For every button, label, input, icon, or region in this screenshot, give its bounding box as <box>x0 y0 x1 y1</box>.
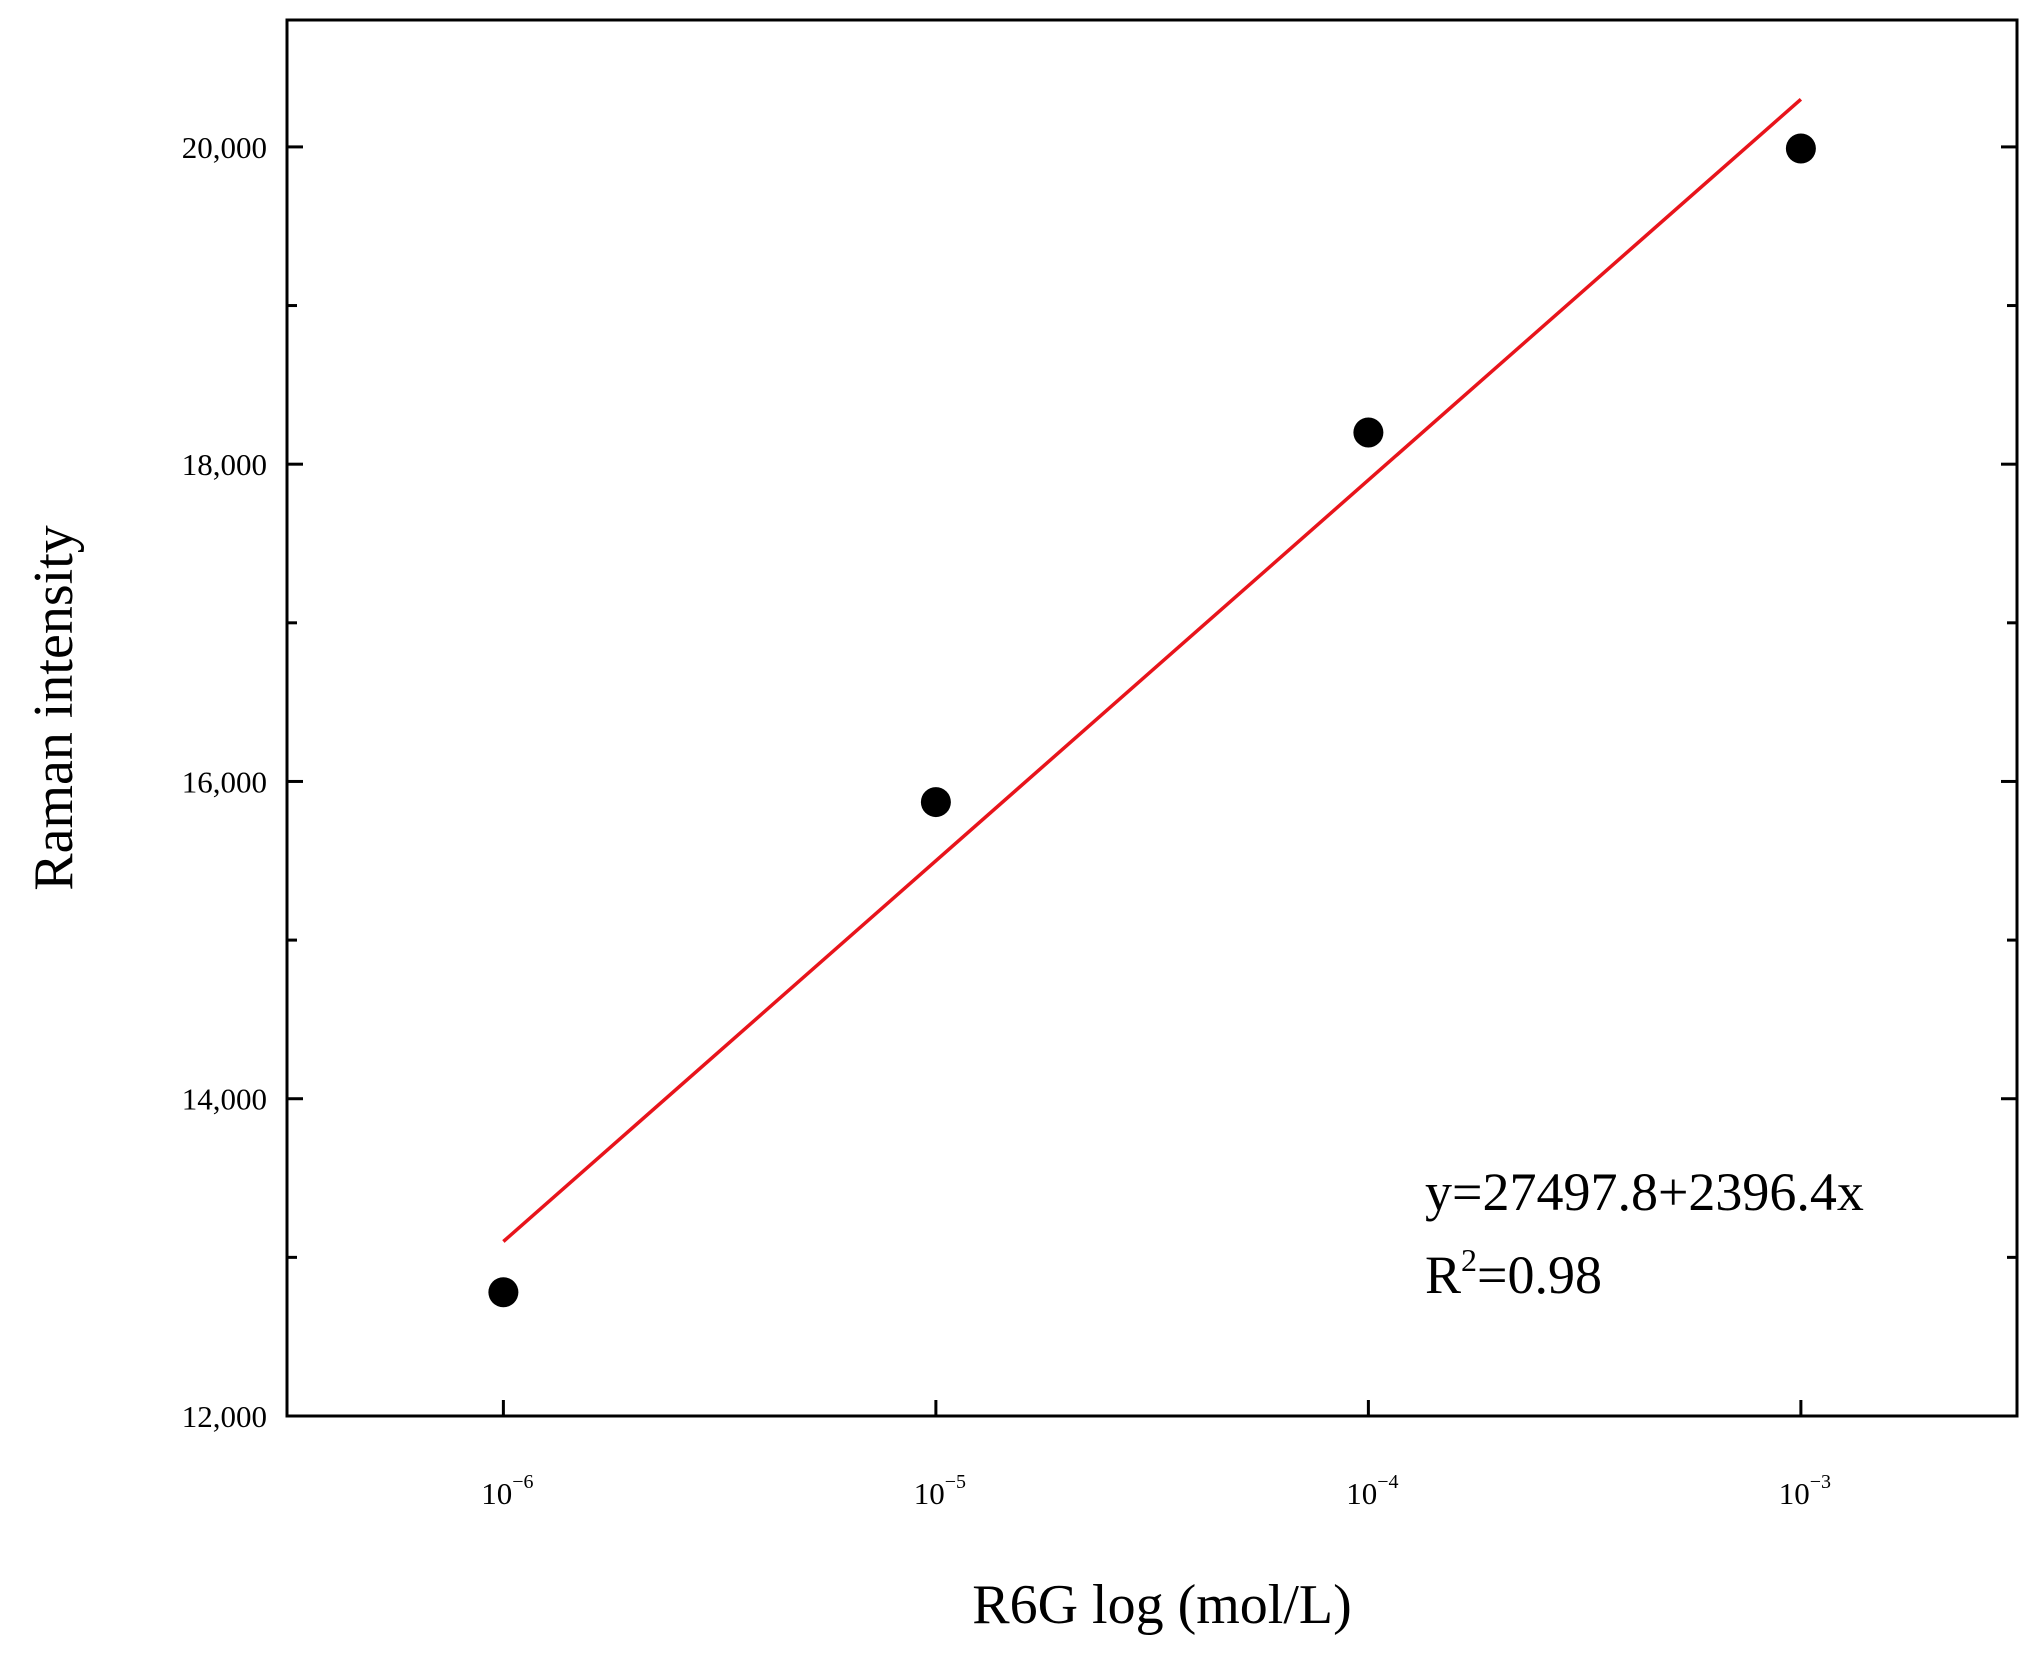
regression-line <box>502 98 1803 1243</box>
r-squared-label: R2=0.98 <box>1425 1242 1602 1305</box>
x-tick-label: 10−4 <box>1346 1471 1398 1511</box>
plot-frame <box>285 18 2019 1418</box>
x-tick-base: 10 <box>481 1476 512 1511</box>
x-tick-exponent: −6 <box>512 1471 533 1493</box>
x-tick-exponent: −4 <box>1377 1471 1398 1493</box>
data-point <box>920 787 951 818</box>
y-tick-label: 18,000 <box>182 447 267 482</box>
r-squared-base: R <box>1425 1245 1461 1305</box>
x-tick-base: 10 <box>1779 1476 1810 1511</box>
y-axis-ticks: 12,000 14,000 16,000 18,000 20,000 <box>182 130 2017 1434</box>
x-tick-base: 10 <box>1346 1476 1377 1511</box>
x-tick-exponent: −5 <box>945 1471 966 1493</box>
data-point <box>488 1277 519 1308</box>
x-tick-label: 10−3 <box>1779 1471 1831 1511</box>
x-tick-label: 10−6 <box>481 1471 533 1511</box>
regression-equation: y=27497.8+2396.4x <box>1425 1162 1864 1222</box>
y-tick-label: 14,000 <box>182 1082 267 1117</box>
x-axis-ticks: 10−6 10−5 10−4 10−3 <box>481 1400 1831 1511</box>
data-point <box>1785 133 1816 164</box>
x-tick-base: 10 <box>914 1476 945 1511</box>
y-tick-label: 20,000 <box>182 130 267 165</box>
y-tick-label: 16,000 <box>182 764 267 799</box>
x-tick-label: 10−5 <box>914 1471 966 1511</box>
r-squared-superscript: 2 <box>1461 1242 1477 1278</box>
y-tick-label: 12,000 <box>182 1399 267 1434</box>
data-point <box>1353 417 1384 448</box>
x-tick-exponent: −3 <box>1810 1471 1831 1493</box>
data-points <box>488 133 1816 1308</box>
x-axis-label: R6G log (mol/L) <box>972 1574 1352 1636</box>
y-axis-label: Raman intensity <box>23 525 85 891</box>
r-squared-value: =0.98 <box>1477 1245 1602 1305</box>
